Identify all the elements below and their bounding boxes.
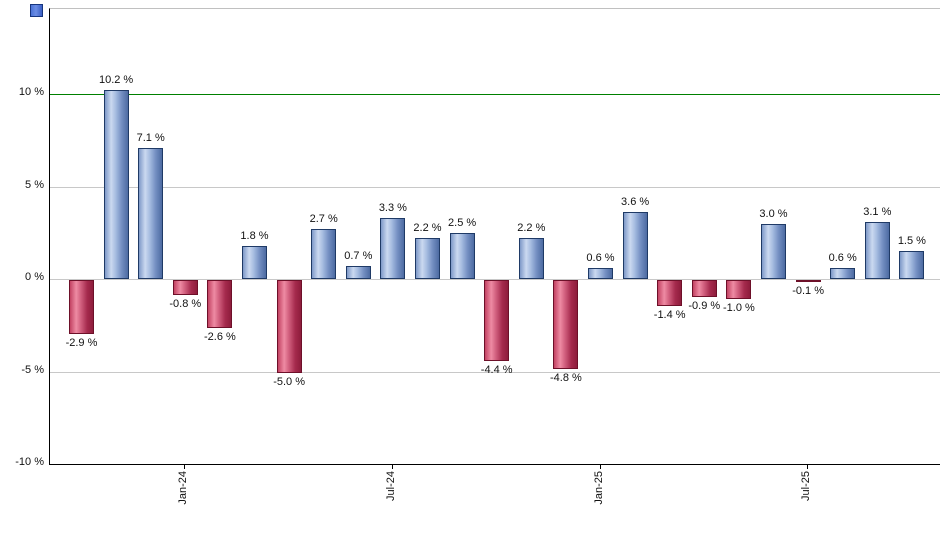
y-axis-tick-label: 5 % bbox=[25, 179, 44, 191]
bar-value-label: 3.6 % bbox=[621, 196, 650, 209]
bar-value-label: -2.6 % bbox=[203, 331, 236, 344]
y-axis-tick-label: -10 % bbox=[15, 456, 44, 468]
bar-value-label: -0.9 % bbox=[688, 299, 721, 312]
gridline--5pct bbox=[50, 372, 940, 373]
x-axis-tick bbox=[807, 464, 809, 469]
chart-bar[interactable] bbox=[899, 251, 925, 280]
gridline-5pct bbox=[50, 187, 940, 188]
chart-bar[interactable] bbox=[795, 280, 821, 283]
chart-bar[interactable] bbox=[311, 229, 337, 280]
bar-value-label: 10.2 % bbox=[98, 74, 134, 87]
chart-bar[interactable] bbox=[449, 232, 475, 280]
chart-bar[interactable] bbox=[518, 238, 544, 280]
bar-value-label: 1.5 % bbox=[897, 235, 926, 248]
bar-value-label: 2.2 % bbox=[517, 222, 546, 235]
bar-value-label: 2.5 % bbox=[448, 216, 477, 229]
bar-value-label: -4.8 % bbox=[549, 371, 582, 384]
y-axis-tick-label: -5 % bbox=[21, 364, 44, 376]
chart-bar[interactable] bbox=[415, 238, 440, 280]
bar-value-label: -1.4 % bbox=[653, 308, 686, 321]
bar-value-label: -5.0 % bbox=[273, 375, 305, 388]
bar-value-label: -2.9 % bbox=[65, 336, 98, 349]
bar-value-label: 3.1 % bbox=[863, 205, 892, 218]
chart-bar[interactable] bbox=[69, 280, 94, 334]
chart-bar[interactable] bbox=[345, 266, 371, 280]
chart-bar[interactable] bbox=[657, 280, 683, 306]
x-axis-tick bbox=[184, 464, 186, 469]
gridline-0pct bbox=[50, 279, 940, 280]
bar-value-label: 0.6 % bbox=[586, 251, 615, 264]
chart-bar[interactable] bbox=[622, 212, 648, 280]
chart-bar[interactable] bbox=[172, 280, 198, 295]
chart-bar[interactable] bbox=[242, 245, 267, 280]
series-legend-swatch-icon[interactable] bbox=[30, 4, 43, 17]
chart-bar[interactable] bbox=[864, 221, 890, 280]
bar-value-label: 1.8 % bbox=[240, 229, 269, 242]
bar-value-label: 3.0 % bbox=[759, 207, 788, 220]
plot-area: -2.9 % 10.2 % 7.1 % -0.8 % -2.6 % 1.8 % -5.0 %… bbox=[49, 8, 940, 465]
x-axis-tick bbox=[599, 464, 601, 469]
chart-bar[interactable] bbox=[691, 280, 717, 297]
x-axis-tick-label: Jan-24 bbox=[177, 471, 190, 505]
chart-bar[interactable] bbox=[138, 147, 164, 280]
bar-value-label: -1.0 % bbox=[722, 301, 755, 314]
chart-bar[interactable] bbox=[553, 280, 579, 369]
y-axis-tick-label: 10 % bbox=[18, 86, 44, 98]
chart-bar[interactable] bbox=[103, 90, 129, 280]
bar-value-label: -4.4 % bbox=[480, 364, 513, 377]
reference-line-10pct bbox=[50, 94, 940, 95]
bar-value-label: 2.7 % bbox=[309, 213, 338, 226]
y-axis-tick-label: 0 % bbox=[25, 271, 44, 283]
x-axis-tick-label: Jul-24 bbox=[384, 471, 397, 501]
x-axis-tick-label: Jan-25 bbox=[592, 471, 605, 505]
chart-bar[interactable] bbox=[207, 280, 233, 329]
chart-bar[interactable] bbox=[380, 218, 406, 280]
chart-bar[interactable] bbox=[484, 280, 510, 362]
bar-value-label: 2.2 % bbox=[413, 222, 442, 235]
bar-value-label: 7.1 % bbox=[136, 131, 165, 144]
x-axis-tick-label: Jul-25 bbox=[800, 471, 813, 501]
bar-value-label: -0.1 % bbox=[792, 284, 824, 297]
chart-bar[interactable] bbox=[276, 280, 302, 373]
bar-value-label: 0.7 % bbox=[344, 250, 373, 263]
chart-bar[interactable] bbox=[761, 223, 786, 280]
chart-bar[interactable] bbox=[726, 280, 752, 299]
bar-value-label: 0.6 % bbox=[828, 251, 857, 264]
bar-value-label: -0.8 % bbox=[169, 297, 202, 310]
chart-bar[interactable] bbox=[588, 267, 613, 280]
bar-value-label: 3.3 % bbox=[378, 202, 407, 214]
x-axis-tick bbox=[391, 464, 393, 469]
chart-bar[interactable] bbox=[830, 267, 856, 280]
